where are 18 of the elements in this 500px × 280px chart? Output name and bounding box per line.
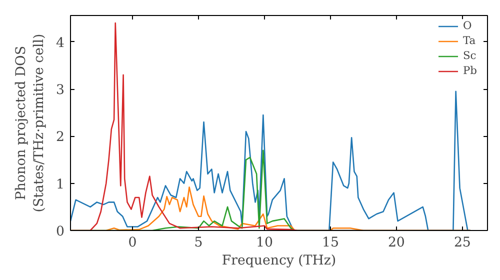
x-tick-label: 15 <box>322 236 339 250</box>
y-tick-label: 2 <box>56 130 65 146</box>
legend-label: Sc <box>463 49 478 62</box>
legend-label: Ta <box>463 34 477 47</box>
line-series <box>70 90 471 230</box>
x-tick-label: 20 <box>388 236 405 250</box>
y-axis-title: Phonon projected DOS (States/THz·primitive cell) <box>14 34 48 212</box>
y-tick-label: 0 <box>56 224 65 240</box>
legend-label: Pb <box>463 64 478 77</box>
y-tick-label: 3 <box>56 83 65 98</box>
x-tick-label: 25 <box>454 236 471 250</box>
x-tick-label: 10 <box>256 236 273 250</box>
y-tick-label: 1 <box>56 177 65 192</box>
y-tick-label: 4 <box>56 36 65 51</box>
x-tick-label: 0 <box>128 236 137 250</box>
x-tick-label: 5 <box>194 236 203 250</box>
legend-label: O <box>463 19 473 32</box>
x-axis-title: Frequency (THz) <box>222 254 336 268</box>
